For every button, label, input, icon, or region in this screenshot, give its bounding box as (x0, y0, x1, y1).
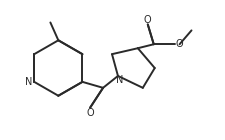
Text: N: N (25, 77, 32, 87)
Text: O: O (144, 15, 152, 24)
Text: O: O (176, 39, 183, 49)
Text: O: O (86, 108, 94, 118)
Text: N: N (116, 75, 124, 85)
